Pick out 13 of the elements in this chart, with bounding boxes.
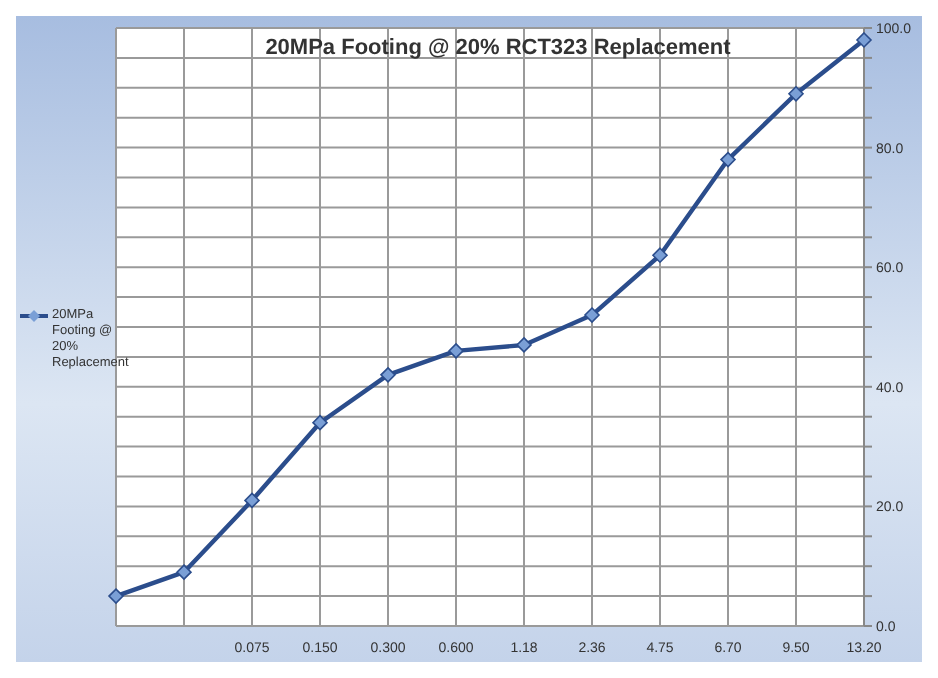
point bbox=[380, 367, 396, 383]
point bbox=[584, 307, 600, 323]
point bbox=[448, 343, 464, 359]
point bbox=[652, 247, 668, 264]
point bbox=[516, 337, 532, 353]
point bbox=[312, 414, 328, 431]
point bbox=[108, 588, 124, 604]
point bbox=[788, 85, 804, 102]
point bbox=[244, 492, 260, 509]
point bbox=[176, 564, 192, 580]
point bbox=[856, 32, 872, 48]
point bbox=[720, 151, 736, 168]
chart-title: 20MPa Footing @ 20% RCT323 Replacement bbox=[263, 36, 733, 60]
